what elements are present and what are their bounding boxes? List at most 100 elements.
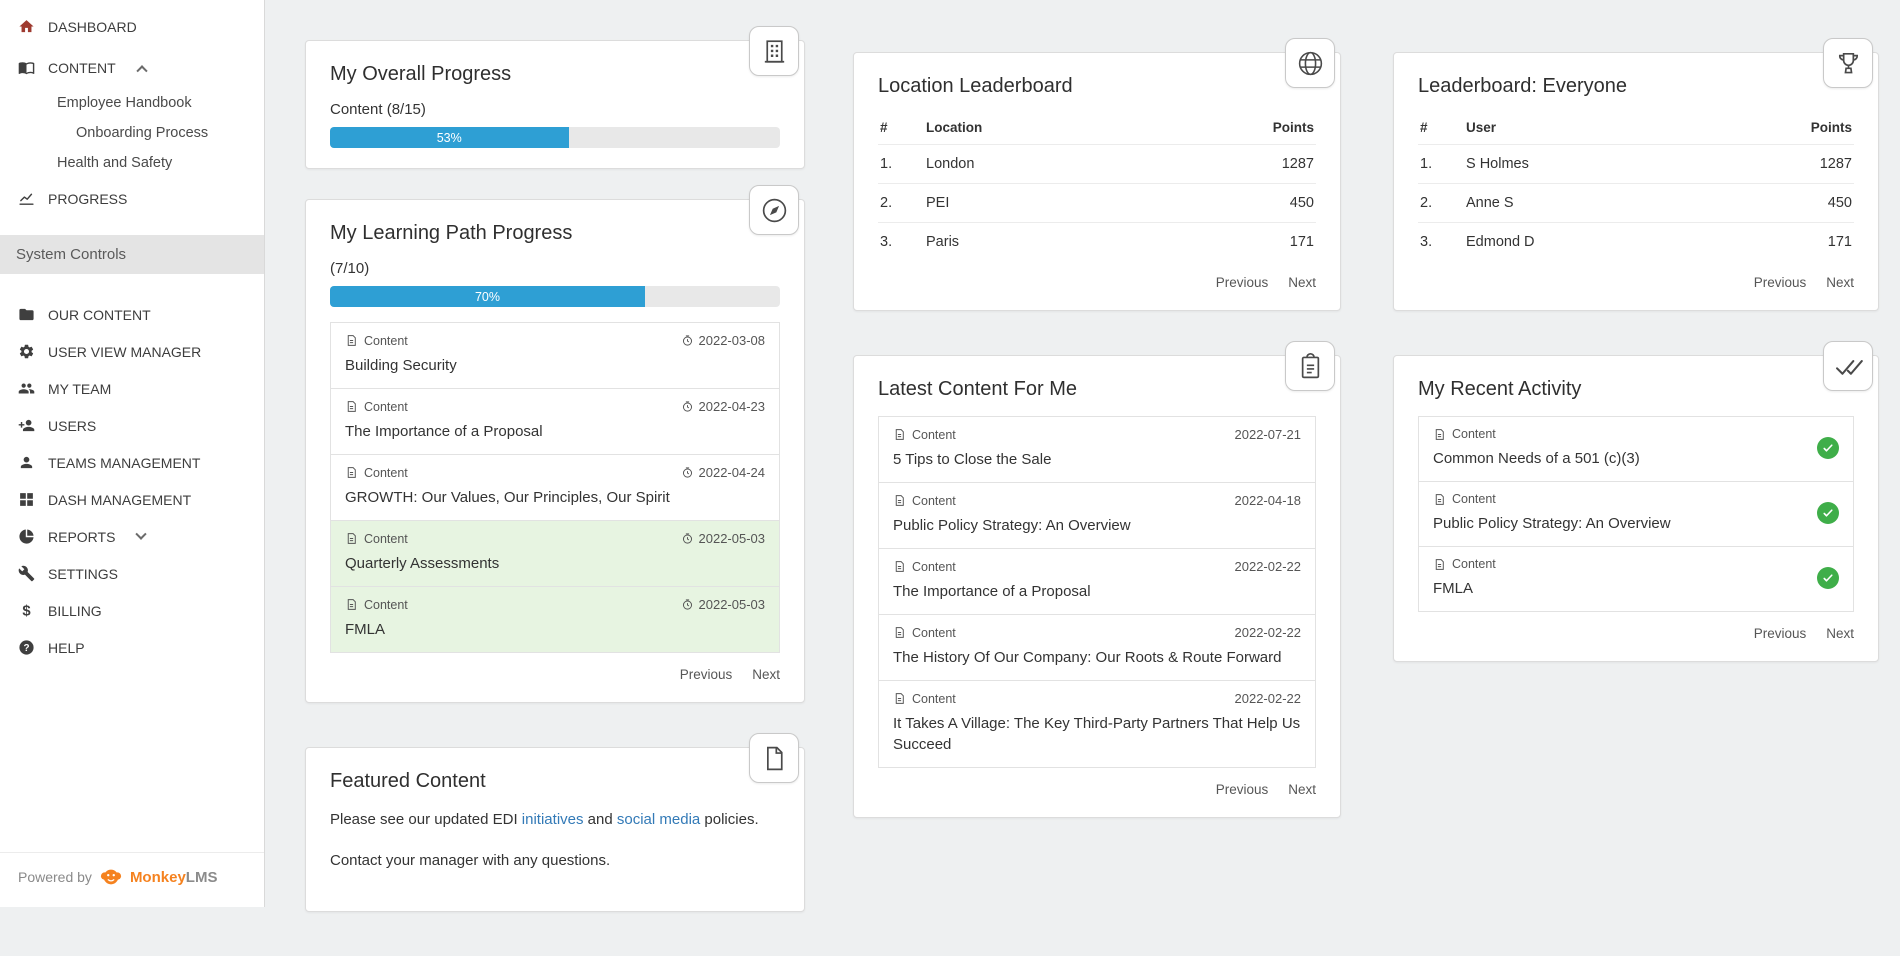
date-label: 2022-03-08: [698, 333, 766, 348]
card-title: My Learning Path Progress: [330, 222, 573, 244]
list-item[interactable]: Content 2022-05-03 FMLA: [330, 586, 780, 653]
table-row[interactable]: 1. S Holmes 1287: [1418, 144, 1854, 184]
sidebar-subitem-health-and-safety[interactable]: Health and Safety: [57, 155, 173, 171]
next-button[interactable]: Next: [1826, 275, 1854, 290]
date-label: 2022-04-24: [698, 465, 766, 480]
sidebar-item-label: TEAMS MANAGEMENT: [48, 454, 201, 471]
sidebar: DASHBOARD CONTENT Employee Handbook Onbo…: [0, 0, 265, 907]
card-title: Latest Content For Me: [878, 378, 1077, 400]
next-button[interactable]: Next: [1288, 782, 1316, 797]
book-icon: [18, 59, 35, 76]
date-label: 2022-05-03: [698, 597, 766, 612]
list-item[interactable]: Content Common Needs of a 501 (c)(3): [1418, 416, 1854, 482]
previous-button[interactable]: Previous: [1215, 782, 1269, 797]
user-plus-icon: [18, 417, 35, 434]
social-media-link[interactable]: social media: [616, 811, 701, 828]
card-title: Location Leaderboard: [878, 75, 1073, 97]
sidebar-item-help[interactable]: ? HELP: [0, 629, 264, 666]
list-item[interactable]: Content Public Policy Strategy: An Overv…: [1418, 481, 1854, 547]
previous-button[interactable]: Previous: [1215, 275, 1269, 290]
progress-track: 53%: [330, 127, 780, 148]
content-type-label: Content: [1452, 427, 1496, 441]
sidebar-item-dashboard[interactable]: DASHBOARD: [0, 6, 264, 47]
recent-activity-list: Content Common Needs of a 501 (c)(3) Con…: [1418, 416, 1854, 612]
sidebar-item-progress[interactable]: PROGRESS: [0, 178, 264, 219]
previous-button[interactable]: Previous: [1753, 626, 1807, 641]
sidebar-subitem-employee-handbook[interactable]: Employee Handbook: [57, 95, 192, 111]
sidebar-item-dash-management[interactable]: DASH MANAGEMENT: [0, 481, 264, 518]
content-title: Building Security: [345, 357, 457, 374]
content-title: Quarterly Assessments: [345, 555, 500, 572]
table-row[interactable]: 3. Paris 171: [878, 222, 1316, 261]
table-row[interactable]: 2. PEI 450: [878, 183, 1316, 223]
brand-name[interactable]: MonkeyLMS: [130, 869, 218, 886]
featured-text: Please see our updated EDI initiatives a…: [330, 808, 780, 831]
sidebar-item-my-team[interactable]: MY TEAM: [0, 370, 264, 407]
clock-icon: [681, 334, 694, 347]
next-button[interactable]: Next: [1826, 626, 1854, 641]
sidebar-item-label: CONTENT: [48, 59, 116, 76]
trophy-icon: [1823, 38, 1873, 88]
double-check-icon: [1823, 341, 1873, 391]
featured-text-segment: Please see our updated EDI: [330, 811, 522, 828]
sidebar-item-user-view-manager[interactable]: USER VIEW MANAGER: [0, 333, 264, 370]
sidebar-item-billing[interactable]: $ BILLING: [0, 592, 264, 629]
monkeylms-logo-icon[interactable]: [100, 866, 122, 888]
list-item[interactable]: Content 2022-04-18 Public Policy Strateg…: [878, 482, 1316, 549]
sidebar-item-label: DASH MANAGEMENT: [48, 491, 192, 508]
sidebar-item-reports[interactable]: REPORTS: [0, 518, 264, 555]
list-item[interactable]: Content 2022-07-21 5 Tips to Close the S…: [878, 416, 1316, 483]
sidebar-item-content[interactable]: CONTENT: [0, 47, 264, 88]
pagination: Previous Next: [878, 261, 1316, 290]
content-type-label: Content: [364, 597, 408, 612]
previous-button[interactable]: Previous: [1753, 275, 1807, 290]
home-icon: [18, 18, 35, 35]
rank-cell: 2.: [1418, 183, 1464, 223]
content-title: The Importance of a Proposal: [345, 423, 543, 440]
initiatives-link[interactable]: initiatives: [521, 811, 584, 828]
list-item[interactable]: Content 2022-05-03 Quarterly Assessments: [330, 520, 780, 587]
content-type-label: Content: [364, 531, 408, 546]
sidebar-item-teams-management[interactable]: TEAMS MANAGEMENT: [0, 444, 264, 481]
list-item[interactable]: Content 2022-02-22 The Importance of a P…: [878, 548, 1316, 615]
rank-cell: 2.: [878, 183, 924, 223]
content-title: Public Policy Strategy: An Overview: [1433, 515, 1671, 532]
content-type-label: Content: [912, 427, 956, 442]
list-item[interactable]: Content 2022-02-22 It Takes A Village: T…: [878, 680, 1316, 768]
points-cell: 450: [1704, 183, 1854, 223]
sidebar-item-users[interactable]: USERS: [0, 407, 264, 444]
table-row[interactable]: 2. Anne S 450: [1418, 183, 1854, 223]
table-row[interactable]: 3. Edmond D 171: [1418, 222, 1854, 261]
sidebar-item-our-content[interactable]: OUR CONTENT: [0, 296, 264, 333]
list-item[interactable]: Content 2022-03-08 Building Security: [330, 322, 780, 389]
content-type-label: Content: [364, 399, 408, 414]
latest-content-list: Content 2022-07-21 5 Tips to Close the S…: [878, 416, 1316, 768]
table-row[interactable]: 1. London 1287: [878, 144, 1316, 184]
sidebar-controls: OUR CONTENT USER VIEW MANAGER MY TEAM US…: [0, 274, 264, 666]
sidebar-footer: Powered by MonkeyLMS: [0, 852, 264, 901]
sidebar-item-settings[interactable]: SETTINGS: [0, 555, 264, 592]
dollar-icon: $: [18, 602, 35, 619]
next-button[interactable]: Next: [752, 667, 780, 682]
sidebar-item-label: MY TEAM: [48, 380, 112, 397]
list-item[interactable]: Content 2022-04-23 The Importance of a P…: [330, 388, 780, 455]
clock-icon: [681, 466, 694, 479]
rank-cell: 3.: [1418, 222, 1464, 261]
sidebar-item-label: SETTINGS: [48, 565, 119, 582]
card-learning-path-progress: My Learning Path Progress (7/10) 70% Con…: [305, 185, 805, 703]
content-type-label: Content: [912, 625, 956, 640]
learning-path-list: Content 2022-03-08 Building Security Con…: [330, 322, 780, 653]
list-item[interactable]: Content 2022-04-24 GROWTH: Our Values, O…: [330, 454, 780, 521]
list-item[interactable]: Content 2022-02-22 The History Of Our Co…: [878, 614, 1316, 681]
next-button[interactable]: Next: [1288, 275, 1316, 290]
list-item[interactable]: Content FMLA: [1418, 546, 1854, 612]
content-type-label: Content: [1452, 492, 1496, 506]
svg-text:?: ?: [23, 643, 29, 654]
points-cell: 1287: [1704, 144, 1854, 184]
location-cell: London: [924, 144, 1148, 184]
column-header-rank: #: [880, 120, 888, 135]
previous-button[interactable]: Previous: [679, 667, 733, 682]
sidebar-subitem-onboarding-process[interactable]: Onboarding Process: [76, 125, 209, 141]
column-header-points: Points: [1810, 120, 1852, 135]
location-cell: Paris: [924, 222, 1148, 261]
